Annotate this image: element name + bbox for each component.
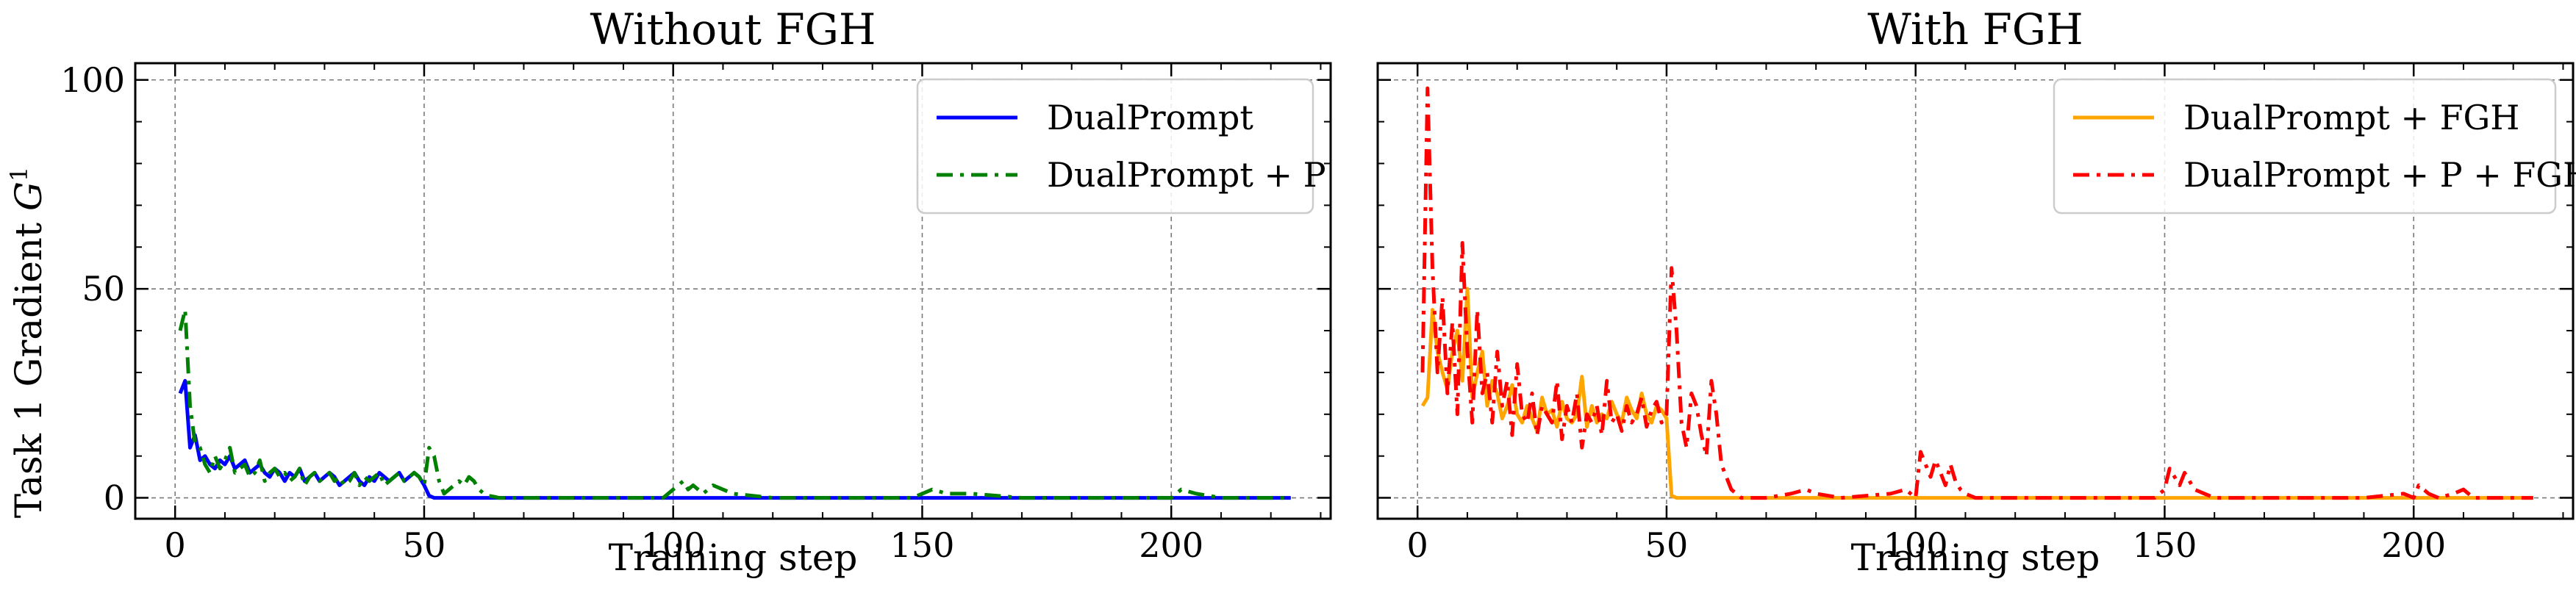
y-tick-label: 0: [104, 478, 125, 518]
x-tick-label: 200: [2381, 525, 2446, 565]
legend-label: DualPrompt + P + FGH: [2183, 155, 2576, 195]
x-tick-label: 200: [1139, 525, 1203, 565]
series-line-right-1: [1420, 86, 2533, 500]
series-line-right-0: [1420, 287, 2533, 500]
legend-right: DualPrompt + FGH DualPrompt + P + FGH: [2053, 78, 2576, 215]
series-line-left-0: [178, 378, 1291, 500]
series-group-right: [1420, 86, 2533, 500]
legend-label: DualPrompt + FGH: [2183, 98, 2519, 137]
x-tick-label: 0: [165, 525, 186, 565]
series-group-left: [178, 308, 1291, 500]
plot-area-left: [134, 62, 1332, 520]
legend-label: DualPrompt + P: [1047, 155, 1326, 195]
x-tick-label: 50: [403, 525, 446, 565]
x-tick-label: 100: [641, 525, 706, 565]
legend-label: DualPrompt: [1047, 98, 1253, 137]
chart-title-left: Without FGH: [590, 4, 876, 54]
y-axis-label: Task 1 Gradient G1: [5, 167, 50, 519]
ticks-right: 0 50 100 150 200: [1378, 63, 2573, 565]
panel-with-fgh: With FGH Training step 0 50 100 150 200 Dual…: [1376, 4, 2576, 579]
x-tick-label: 50: [1645, 525, 1689, 565]
plot-area-right: [1376, 62, 2575, 520]
chart-title-right: With FGH: [1867, 4, 2083, 54]
series-line-left-1: [178, 308, 1291, 500]
x-tick-label: 150: [2133, 525, 2197, 565]
legend-box: [916, 78, 1314, 215]
x-tick-label: 150: [890, 525, 955, 565]
x-axis-label-right: Training step: [1851, 536, 2100, 579]
ticks-left: 0 50 100 150 200 0 50 100: [60, 60, 1331, 565]
panel-without-fgh: Without FGH Training step Task 1 Gradien…: [5, 4, 1332, 579]
legend-box: [2053, 78, 2557, 215]
y-tick-label: 50: [82, 269, 125, 309]
x-tick-label: 0: [1407, 525, 1428, 565]
legend-left: DualPrompt DualPrompt + P: [916, 78, 1326, 215]
x-tick-label: 100: [1883, 525, 1948, 565]
x-axis-label-left: Training step: [609, 536, 858, 579]
y-tick-label: 100: [60, 60, 125, 100]
